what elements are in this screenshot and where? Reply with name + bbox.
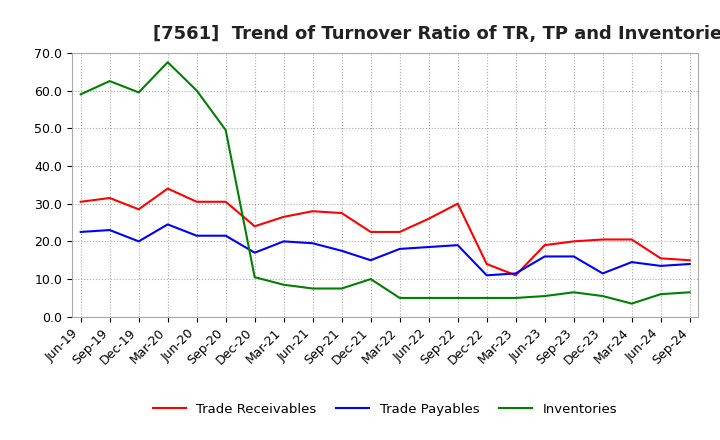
Inventories <box>135 90 143 95</box>
Line: Trade Receivables: Trade Receivables <box>81 189 690 275</box>
Inventories <box>366 276 375 282</box>
Trade Payables <box>395 246 404 252</box>
Trade Payables <box>511 271 520 276</box>
Trade Receivables <box>454 201 462 206</box>
Trade Payables <box>454 242 462 248</box>
Trade Receivables <box>541 242 549 248</box>
Trade Receivables <box>366 229 375 235</box>
Trade Receivables <box>135 207 143 212</box>
Trade Payables <box>366 257 375 263</box>
Trade Receivables <box>279 214 288 220</box>
Trade Payables <box>424 244 433 249</box>
Inventories <box>192 88 201 93</box>
Line: Trade Payables: Trade Payables <box>81 224 690 275</box>
Inventories <box>251 275 259 280</box>
Text: [7561]  Trend of Turnover Ratio of TR, TP and Inventories: [7561] Trend of Turnover Ratio of TR, TP… <box>153 25 720 43</box>
Trade Payables <box>482 273 491 278</box>
Inventories <box>454 295 462 301</box>
Trade Payables <box>279 239 288 244</box>
Inventories <box>163 59 172 65</box>
Trade Receivables <box>570 239 578 244</box>
Inventories <box>338 286 346 291</box>
Trade Payables <box>163 222 172 227</box>
Trade Receivables <box>511 273 520 278</box>
Trade Payables <box>251 250 259 255</box>
Inventories <box>541 293 549 299</box>
Inventories <box>76 92 85 97</box>
Trade Payables <box>338 248 346 253</box>
Inventories <box>221 128 230 133</box>
Inventories <box>685 290 694 295</box>
Trade Payables <box>76 229 85 235</box>
Trade Payables <box>627 260 636 265</box>
Trade Payables <box>192 233 201 238</box>
Trade Receivables <box>395 229 404 235</box>
Trade Receivables <box>251 224 259 229</box>
Inventories <box>424 295 433 301</box>
Inventories <box>627 301 636 306</box>
Line: Inventories: Inventories <box>81 62 690 304</box>
Trade Receivables <box>627 237 636 242</box>
Trade Receivables <box>482 261 491 267</box>
Inventories <box>482 295 491 301</box>
Trade Payables <box>105 227 114 233</box>
Trade Receivables <box>192 199 201 205</box>
Trade Receivables <box>163 186 172 191</box>
Trade Receivables <box>221 199 230 205</box>
Trade Payables <box>685 261 694 267</box>
Trade Receivables <box>338 210 346 216</box>
Trade Receivables <box>598 237 607 242</box>
Trade Payables <box>570 254 578 259</box>
Trade Payables <box>541 254 549 259</box>
Trade Receivables <box>424 216 433 221</box>
Inventories <box>105 78 114 84</box>
Inventories <box>279 282 288 287</box>
Trade Payables <box>221 233 230 238</box>
Inventories <box>308 286 317 291</box>
Trade Receivables <box>657 256 665 261</box>
Trade Receivables <box>76 199 85 205</box>
Inventories <box>598 293 607 299</box>
Trade Payables <box>308 241 317 246</box>
Inventories <box>511 295 520 301</box>
Trade Payables <box>598 271 607 276</box>
Legend: Trade Receivables, Trade Payables, Inventories: Trade Receivables, Trade Payables, Inven… <box>148 397 623 421</box>
Trade Payables <box>657 263 665 268</box>
Inventories <box>570 290 578 295</box>
Trade Receivables <box>105 195 114 201</box>
Inventories <box>657 292 665 297</box>
Trade Payables <box>135 239 143 244</box>
Inventories <box>395 295 404 301</box>
Trade Receivables <box>308 209 317 214</box>
Trade Receivables <box>685 257 694 263</box>
